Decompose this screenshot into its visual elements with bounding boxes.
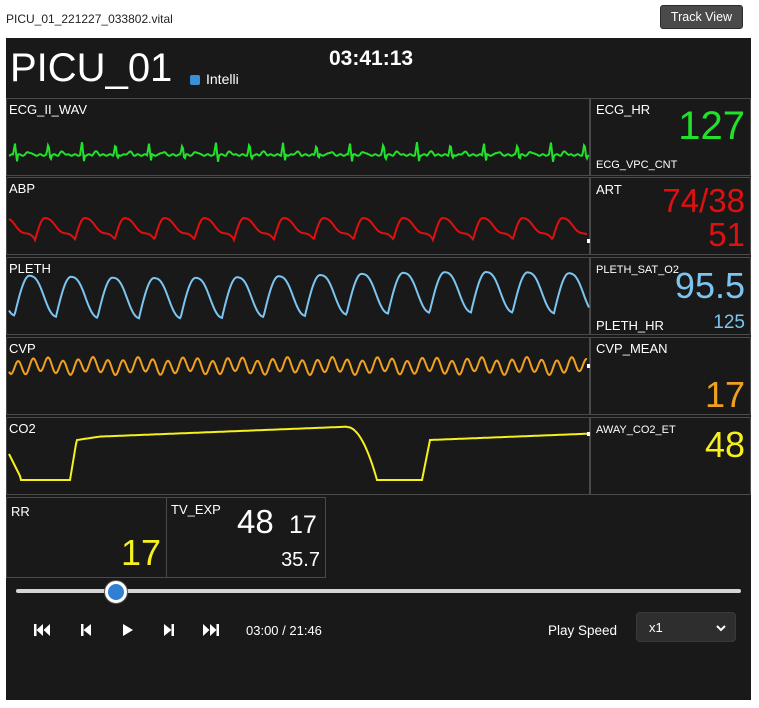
tv-exp-value: 48 [237, 503, 274, 540]
tv-exp-value-tertiary: 35.7 [281, 549, 320, 571]
tv-exp-value-secondary: 17 [289, 511, 317, 539]
pleth-numeric-panel: PLETH_SAT_O2 95.5 PLETH_HR 125 [590, 257, 751, 335]
file-name: PICU_01_221227_033802.vital [6, 12, 173, 26]
ecg-vpc-label: ECG_VPC_CNT [596, 159, 678, 171]
cvp-numeric-panel: CVP_MEAN 17 [590, 337, 751, 415]
art-label: ART [596, 182, 622, 197]
rr-value: 17 [120, 532, 161, 573]
play-speed-label: Play Speed [548, 623, 618, 638]
pleth-wave-label: PLETH [9, 261, 51, 276]
pleth-waveform [8, 270, 590, 320]
ecg-wave-label: ECG_II_WAV [9, 102, 88, 117]
cvp-mean-label: CVP_MEAN [596, 341, 668, 356]
device-name: Intelli [206, 71, 239, 87]
abp-waveform [8, 216, 591, 243]
play-button[interactable] [116, 621, 140, 641]
tv-numeric-panel: TV_EXP 48 17 35.7 [166, 497, 326, 578]
co2-wave-end-marker [587, 432, 591, 436]
rr-label: RR [11, 504, 30, 519]
playback-time: 03:00 / 21:46 [246, 623, 322, 638]
pleth-hr-value: 125 [713, 312, 745, 333]
pleth-sat-label: PLETH_SAT_O2 [596, 264, 679, 276]
fast-rewind-icon [34, 623, 50, 636]
art-numeric-panel: ART 74/38 51 [590, 177, 751, 255]
step-back-icon [81, 623, 91, 636]
co2-waveform [8, 425, 591, 481]
chevron-down-icon [716, 625, 726, 632]
co2-numeric-panel: AWAY_CO2_ET 48 [590, 417, 751, 495]
play-speed-value: x1 [649, 620, 663, 635]
play-icon [123, 623, 133, 636]
device-label: Intelli [190, 71, 239, 87]
cvp-mean-value: 17 [704, 374, 745, 415]
co2-et-value: 48 [704, 424, 745, 465]
step-forward-icon [164, 623, 174, 636]
play-speed-select[interactable]: x1 [636, 612, 736, 642]
step-back-button[interactable] [74, 621, 98, 641]
tv-exp-label: TV_EXP [171, 502, 221, 517]
timeline-slider-thumb[interactable] [105, 581, 128, 603]
track-view-button[interactable]: Track View [660, 5, 743, 29]
co2-et-label: AWAY_CO2_ET [596, 424, 676, 436]
ecg-wave-panel: ECG_II_WAV [6, 98, 590, 176]
clock: 03:41:13 [329, 47, 414, 70]
art-value: 74/38 [662, 182, 745, 219]
monitor-panel: PICU_01 Intelli 03:41:13 ECG_II_WAV ECG_… [6, 38, 751, 700]
ecg-hr-value: 127 [678, 104, 745, 148]
cvp-waveform [8, 355, 591, 377]
ecg-waveform [8, 142, 590, 162]
bed-name: PICU_01 [10, 46, 173, 90]
timeline-slider-track[interactable] [16, 589, 741, 593]
co2-wave-label: CO2 [9, 421, 36, 436]
co2-wave-panel: CO2 [6, 417, 591, 495]
abp-wave-label: ABP [9, 181, 36, 196]
abp-wave-end-marker [587, 239, 591, 243]
rr-numeric-panel: RR 17 [6, 497, 167, 578]
cvp-wave-panel: CVP [6, 337, 591, 415]
pleth-hr-label: PLETH_HR [596, 318, 664, 333]
cvp-wave-end-marker [587, 364, 591, 368]
fast-rewind-button[interactable] [31, 621, 55, 641]
pleth-wave-panel: PLETH [6, 257, 590, 335]
fast-forward-icon [203, 623, 219, 636]
cvp-wave-label: CVP [9, 341, 36, 356]
art-mean-value: 51 [708, 216, 745, 253]
pleth-sat-value: 95.5 [674, 265, 745, 306]
abp-wave-panel: ABP [6, 177, 591, 255]
device-color-icon [190, 75, 200, 85]
ecg-numeric-panel: ECG_HR 127 ECG_VPC_CNT [590, 98, 751, 176]
ecg-hr-label: ECG_HR [596, 102, 651, 117]
fast-forward-button[interactable] [199, 621, 223, 641]
step-forward-button[interactable] [157, 621, 181, 641]
